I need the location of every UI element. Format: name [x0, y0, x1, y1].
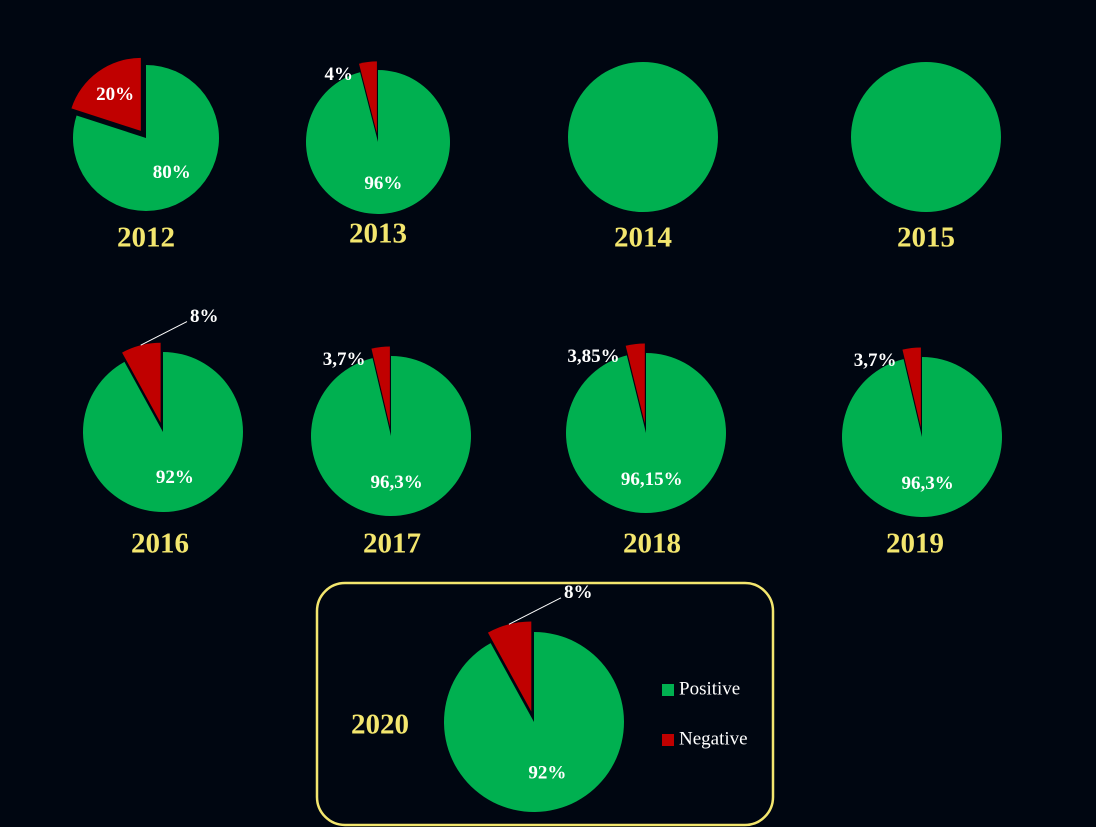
pie-slice	[625, 343, 645, 424]
pie-slice	[73, 65, 219, 211]
pie-slice	[122, 342, 161, 423]
pie-slice	[850, 62, 1001, 212]
highlight-frame	[315, 581, 775, 827]
value-label: 96,3%	[901, 473, 953, 494]
pie-slice	[842, 357, 1002, 518]
chart-title: 2016	[131, 528, 189, 560]
value-label: 3,7%	[323, 349, 366, 370]
pie-slice	[566, 353, 727, 513]
value-label: 20%	[96, 84, 134, 105]
value-label: 96%	[364, 173, 402, 194]
value-label: 8%	[190, 306, 219, 327]
value-label: 3,7%	[854, 350, 897, 371]
chart-title: 2015	[897, 222, 955, 254]
pie-slice	[443, 632, 624, 812]
legend-label: Positive	[679, 678, 740, 699]
pie-slice	[71, 57, 141, 131]
value-label: 92%	[528, 763, 566, 784]
pie-slice	[902, 347, 921, 428]
legend-label: Negative	[679, 728, 748, 749]
value-label: 4%	[325, 64, 354, 85]
chart-title: 2017	[363, 528, 421, 560]
pie-slice	[371, 346, 390, 427]
pie-slice	[567, 62, 718, 212]
chart-title: 2014	[614, 222, 672, 254]
value-label: 3,85%	[567, 346, 619, 367]
chart-title: 2013	[349, 218, 407, 250]
leader-line	[140, 321, 188, 346]
value-label: 92%	[156, 467, 194, 488]
chart-title: 2020	[351, 709, 409, 741]
pie-slice	[83, 351, 244, 513]
value-label: 96,3%	[370, 472, 422, 493]
value-label: 80%	[153, 162, 191, 183]
value-label: 8%	[564, 582, 593, 603]
value-label: 96,15%	[621, 469, 683, 490]
pie-slice	[310, 356, 471, 516]
legend-swatch	[662, 684, 674, 696]
pie-slice	[487, 621, 532, 712]
pie-slice	[305, 70, 450, 214]
leader-line	[508, 597, 562, 625]
chart-title: 2012	[117, 222, 175, 254]
chart-title: 2019	[886, 528, 944, 560]
chart-title: 2018	[623, 528, 681, 560]
legend-swatch	[662, 734, 674, 746]
pie-slice	[359, 61, 377, 134]
